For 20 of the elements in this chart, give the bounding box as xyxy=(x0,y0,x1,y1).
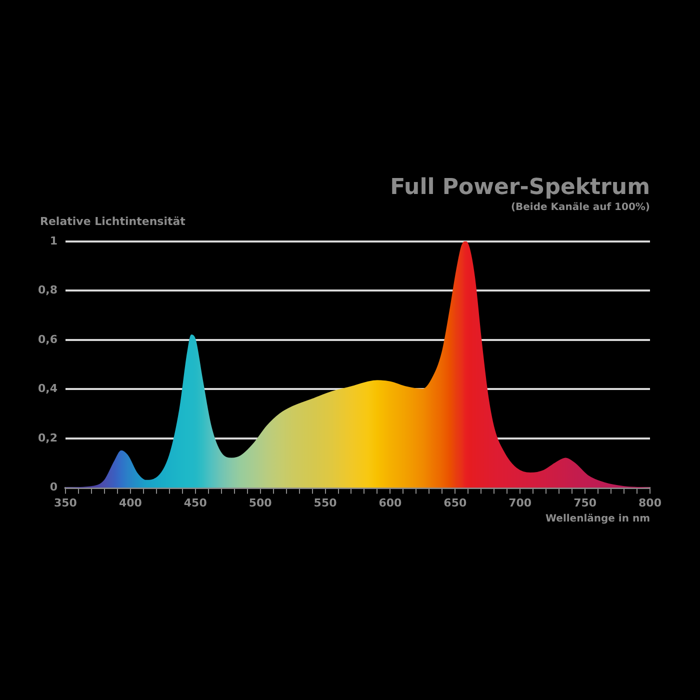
x-tick-label: 450 xyxy=(184,496,208,510)
chart-subtitle: (Beide Kanäle auf 100%) xyxy=(510,202,650,213)
x-tick-label: 350 xyxy=(54,496,78,510)
x-tick-label: 600 xyxy=(378,496,402,510)
chart-title: Full Power-Spektrum xyxy=(390,174,650,200)
x-tick-label: 700 xyxy=(508,496,532,510)
x-tick-label: 650 xyxy=(444,496,467,510)
y-tick-label: 0,2 xyxy=(38,431,58,444)
x-tick-label: 750 xyxy=(574,496,597,510)
x-tick-label: 500 xyxy=(248,496,272,510)
y-tick-label: 0,8 xyxy=(38,284,58,297)
y-tick-label: 0,4 xyxy=(38,382,58,396)
y-tick-label: 0 xyxy=(50,480,58,494)
y-axis-title: Relative Lichtintensität xyxy=(40,214,186,228)
x-tick-label: 550 xyxy=(314,496,338,510)
y-tick-label: 1 xyxy=(50,234,58,248)
x-tick-label: 800 xyxy=(638,496,662,510)
x-tick-label: 400 xyxy=(118,496,142,510)
y-tick-label: 0,6 xyxy=(38,332,58,346)
x-axis-title: Wellenlänge in nm xyxy=(546,514,650,525)
